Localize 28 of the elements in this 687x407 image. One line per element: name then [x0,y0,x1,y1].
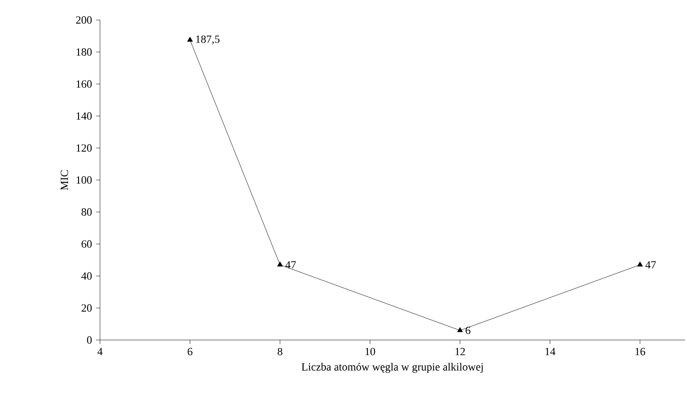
y-tick-label: 160 [76,80,92,88]
x-tick-label: 8 [278,348,282,356]
y-tick-label: 100 [76,176,92,184]
x-tick-label: 16 [635,348,646,356]
y-tick-label: 200 [76,16,92,24]
x-tick-label: 4 [97,348,103,356]
point [277,262,283,266]
x-tick-label: 12 [455,348,465,356]
y-tick-label: 40 [81,272,92,280]
y-tick-label: 0 [87,336,92,344]
y-tick-label: 60 [82,240,92,248]
data-label: 47 [285,261,296,268]
point [637,262,643,266]
y-tick-label: 180 [76,48,92,56]
x-tick-label: 6 [188,348,192,356]
data-label: 47 [645,261,656,268]
data-label: 187,5 [196,36,220,45]
point [457,327,463,332]
y-axis-title: MIC [60,170,68,190]
y-tick-label: 80 [82,208,92,216]
y-tick-label: 20 [82,304,92,312]
point [187,36,193,42]
y-tick-label: 120 [76,144,92,152]
y-tick-label: 140 [76,112,92,120]
x-tick-label: 14 [545,348,556,356]
x-tick-label: 10 [365,348,376,356]
data-label: 6 [466,326,470,334]
x-axis-title: Liczba atomów węgla w grupie alkilowej [302,362,483,373]
